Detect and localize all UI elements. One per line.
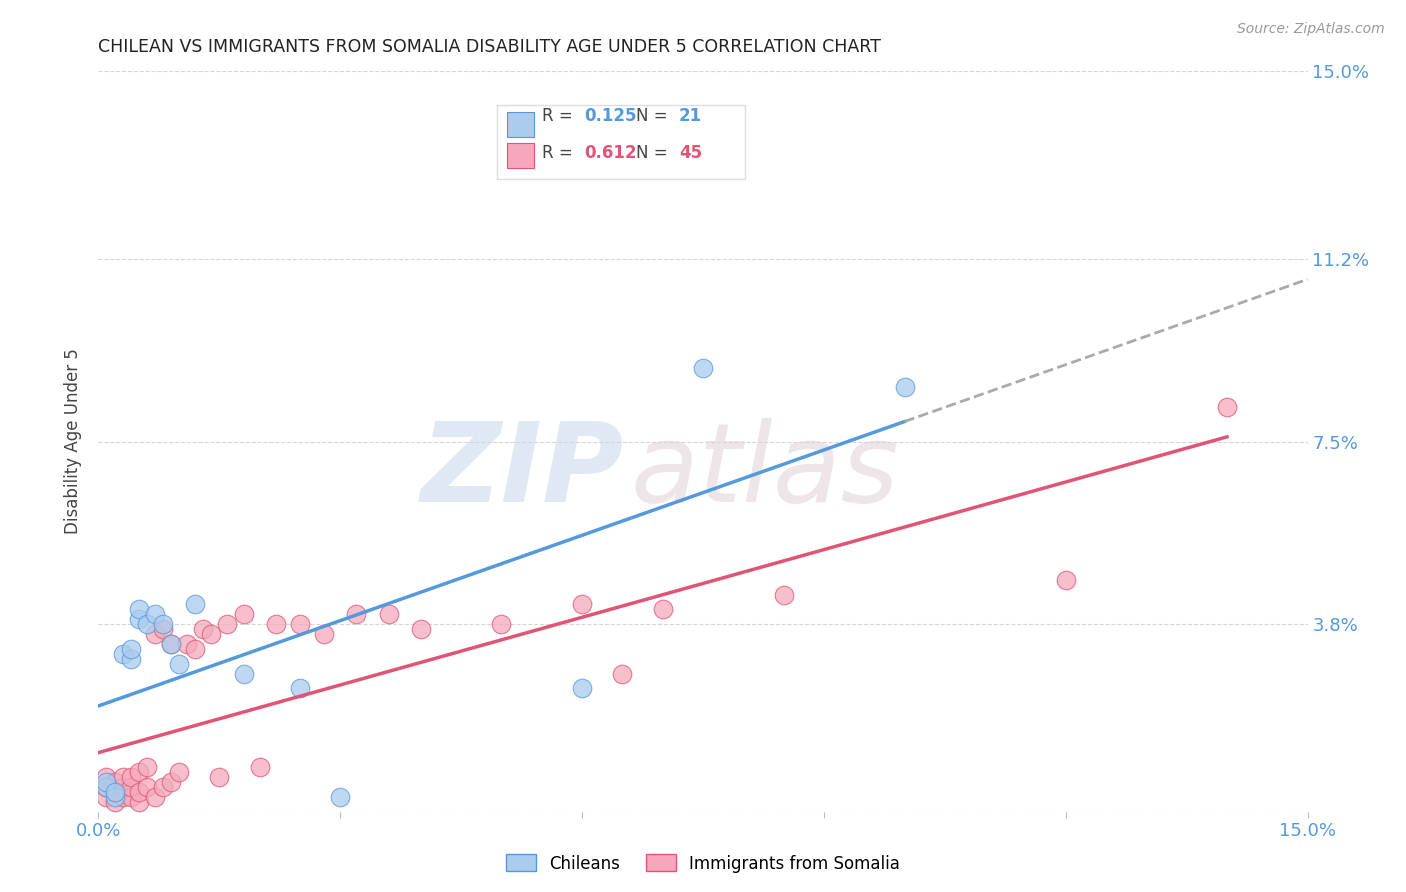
Point [344,607,367,622]
Point [1054,573,1077,587]
Point [96,780,118,794]
Point [128,795,150,809]
Point [571,598,593,612]
Point [288,617,311,632]
Point [96,775,118,789]
Point [232,666,254,681]
Point [160,637,183,651]
Point [96,770,118,784]
Point [167,657,190,671]
Point [893,380,915,394]
Text: CHILEAN VS IMMIGRANTS FROM SOMALIA DISABILITY AGE UNDER 5 CORRELATION CHART: CHILEAN VS IMMIGRANTS FROM SOMALIA DISAB… [98,38,882,56]
Point [143,789,166,804]
Point [152,780,174,794]
Point [128,765,150,780]
Point [128,602,150,616]
Point [111,780,134,794]
Point [103,785,125,799]
Point [103,795,125,809]
Point [314,627,336,641]
Text: atlas: atlas [630,417,898,524]
Point [111,789,134,804]
Text: R =: R = [543,144,578,161]
Text: 45: 45 [679,144,702,161]
Text: R =: R = [543,107,578,125]
Text: 0.125: 0.125 [585,107,637,125]
Point [612,666,634,681]
Point [128,612,150,626]
Point [571,681,593,696]
Point [329,789,352,804]
Text: N =: N = [637,107,673,125]
Point [135,760,157,774]
Point [288,681,311,696]
Point [200,627,222,641]
Point [409,622,432,636]
Point [96,789,118,804]
Point [1216,400,1239,414]
Point [217,617,239,632]
Point [111,770,134,784]
Point [120,789,142,804]
Point [264,617,287,632]
Point [193,622,215,636]
Point [152,617,174,632]
Point [651,602,673,616]
Point [377,607,399,622]
Point [120,770,142,784]
Point [120,641,142,656]
Text: 0.612: 0.612 [585,144,637,161]
FancyBboxPatch shape [498,104,745,178]
Point [176,637,198,651]
Point [208,770,231,784]
Point [152,622,174,636]
Text: N =: N = [637,144,673,161]
Point [135,617,157,632]
Point [160,637,183,651]
Legend: Chileans, Immigrants from Somalia: Chileans, Immigrants from Somalia [499,847,907,880]
FancyBboxPatch shape [508,112,534,136]
Point [772,588,794,602]
Text: 21: 21 [679,107,702,125]
Point [249,760,271,774]
Point [167,765,190,780]
Point [232,607,254,622]
FancyBboxPatch shape [508,144,534,168]
Text: Source: ZipAtlas.com: Source: ZipAtlas.com [1237,22,1385,37]
Point [143,607,166,622]
Point [96,780,118,794]
Text: ZIP: ZIP [420,417,624,524]
Point [128,785,150,799]
Point [103,785,125,799]
Point [103,775,125,789]
Point [143,627,166,641]
Point [692,360,714,375]
Point [184,641,207,656]
Y-axis label: Disability Age Under 5: Disability Age Under 5 [65,349,83,534]
Point [184,598,207,612]
Point [160,775,183,789]
Point [491,617,513,632]
Point [111,647,134,661]
Point [135,780,157,794]
Point [120,780,142,794]
Point [120,651,142,665]
Point [103,789,125,804]
